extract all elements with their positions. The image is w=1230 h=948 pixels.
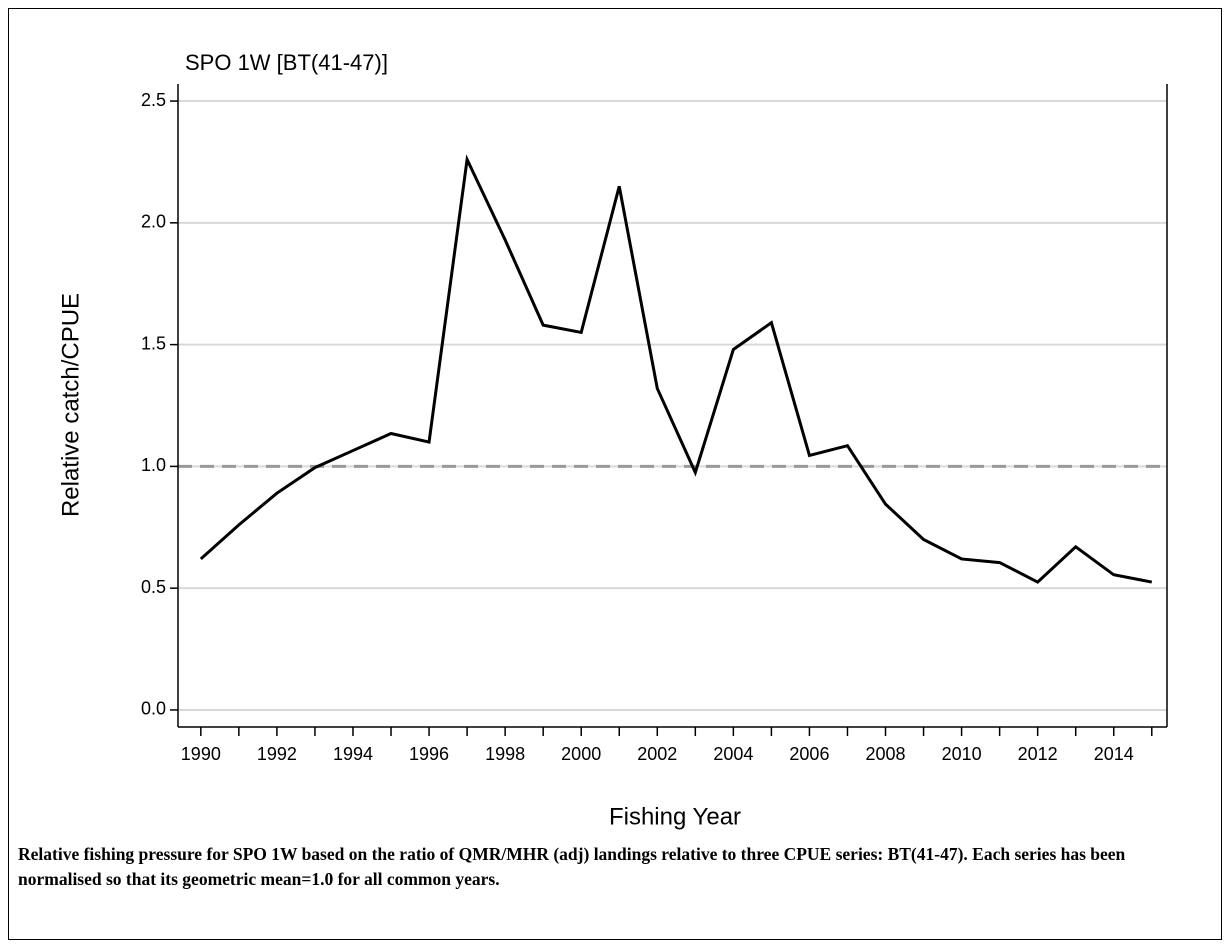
x-tick-label: 2012 <box>1018 744 1058 764</box>
chart-title: SPO 1W [BT(41-47)] <box>185 50 388 75</box>
y-tick-label: 1.5 <box>141 333 166 353</box>
x-tick-label: 2006 <box>789 744 829 764</box>
x-tick-label: 1998 <box>485 744 525 764</box>
frame <box>8 8 1222 940</box>
y-axis-label: Relative catch/CPUE <box>57 293 84 517</box>
x-tick-label: 2002 <box>637 744 677 764</box>
y-tick-label: 0.0 <box>141 699 166 719</box>
caption: Relative fishing pressure for SPO 1W bas… <box>18 844 1126 889</box>
x-tick-label: 1994 <box>333 744 373 764</box>
y-tick-label: 1.0 <box>141 455 166 475</box>
x-tick-label: 1990 <box>181 744 221 764</box>
x-axis-label: Fishing Year <box>609 803 741 830</box>
x-tick-label: 2008 <box>865 744 905 764</box>
x-tick-label: 2014 <box>1094 744 1134 764</box>
y-tick-label: 2.5 <box>141 90 166 110</box>
x-tick-label: 2004 <box>713 744 753 764</box>
x-tick-label: 1996 <box>409 744 449 764</box>
x-tick-label: 2010 <box>942 744 982 764</box>
x-tick-label: 1992 <box>257 744 297 764</box>
x-tick-label: 2000 <box>561 744 601 764</box>
data-line <box>199 154 1153 584</box>
y-tick-label: 0.5 <box>141 577 166 597</box>
y-tick-label: 2.0 <box>141 212 166 232</box>
